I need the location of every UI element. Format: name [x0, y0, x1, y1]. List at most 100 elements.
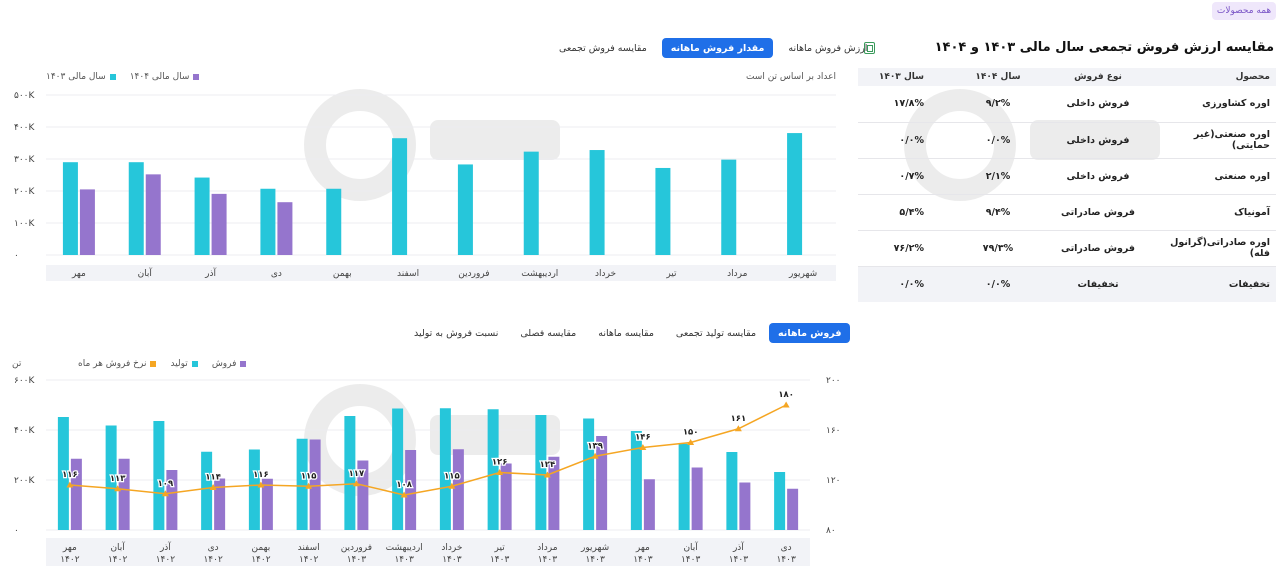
table-row: اوره کشاورزی فروش داخلی ۹/۲% ۱۷/۸% [858, 86, 1276, 123]
top-chart-legend: سال مالی ۱۴۰۴ سال مالی ۱۴۰۳ [46, 72, 200, 82]
x-axis-band [46, 265, 836, 281]
x-tick-label: شهریور [580, 543, 609, 553]
tab-sales-to-production[interactable]: نسبت فروش به تولید [414, 327, 499, 339]
left-y-tick-label: ۶۰۰K [14, 376, 36, 386]
all-products-button[interactable]: همه محصولات [1212, 2, 1276, 20]
bar-fy1404 [211, 193, 227, 255]
x-tick-label: فروردین [341, 543, 372, 553]
cell-year-1403: ۰/۰% [858, 122, 958, 159]
cell-product: اوره صنعتی(غیر حمایتی) [1158, 122, 1276, 159]
cell-product: آمونیاک [1158, 194, 1276, 231]
x-tick-label: اسفند [397, 269, 419, 279]
rate-data-label: ۱۱۵ [301, 471, 317, 481]
x-tick-label: اردیبهشت [521, 269, 558, 279]
rate-data-label: ۱۲۶ [492, 458, 508, 468]
cell-year-1404: ۰/۰% [958, 266, 1038, 302]
bar-production [296, 438, 308, 530]
table-row-discounts: تخفیفات تخفیفات ۰/۰% ۰/۰% [858, 266, 1276, 302]
unit-note: اعداد بر اساس تن است [745, 72, 836, 82]
rate-point [782, 401, 790, 408]
tab-cumulative-sales[interactable]: مقایسه فروش تجمعی [559, 42, 647, 54]
cell-year-1403: ۵/۴% [858, 194, 958, 231]
bar-production [153, 421, 165, 530]
x-tick-label: مهر [635, 543, 650, 553]
cell-year-1404: ۰/۰% [958, 122, 1038, 159]
left-y-tick-label: ۲۰۰K [14, 476, 36, 486]
x-tick-label: اسفند [298, 543, 320, 553]
x-tick-label: دی [271, 269, 282, 279]
bar-production [201, 451, 213, 530]
bar-sales [739, 482, 751, 530]
sales-comparison-table: محصول نوع فروش سال ۱۴۰۴ سال ۱۴۰۳ اوره کش… [858, 68, 1276, 302]
bar-sales [357, 460, 369, 530]
legend-item[interactable]: سال مالی ۱۴۰۳ [46, 72, 116, 82]
bar-sales [118, 458, 130, 530]
tab-monthly-sales-value[interactable]: ارزش فروش ماهانه [788, 42, 868, 54]
rate-point [114, 485, 122, 492]
rate-point [305, 482, 313, 489]
top-bar-chart: ۰ ۱۰۰K ۲۰۰K ۳۰۰K ۴۰۰K ۵۰۰K مهر آبان آذر دی بهمن اسف… [14, 91, 836, 281]
bar-production [583, 418, 595, 530]
x-tick-label: آبان [110, 541, 125, 553]
rate-data-label: ۱۸۰ [778, 390, 794, 400]
x-tick-year-label: ۱۴۰۲ [251, 555, 271, 565]
tab-monthly-sales-quantity[interactable]: مقدار فروش ماهانه [661, 38, 774, 58]
bar-fy1403 [787, 133, 803, 255]
y-tick-label: ۲۰۰K [14, 187, 36, 197]
tab-cumulative-production[interactable]: مقایسه تولید تجمعی [675, 327, 757, 339]
legend-label: سال مالی ۱۴۰۴ [129, 72, 190, 82]
x-tick-label: بهمن [252, 543, 271, 553]
x-tick-year-label: ۱۴۰۲ [203, 555, 223, 565]
x-tick-year-label: ۱۴۰۳ [442, 555, 462, 565]
table-row: آمونیاک فروش صادراتی ۹/۴% ۵/۴% [858, 194, 1276, 231]
x-tick-year-label: ۱۴۰۳ [394, 555, 414, 565]
legend-swatch [191, 361, 198, 367]
x-axis-band [46, 538, 810, 566]
cell-sale-type: فروش داخلی [1038, 86, 1158, 123]
rate-point [639, 444, 647, 450]
bar-fy1403 [128, 162, 144, 255]
legend-label: فروش [211, 359, 237, 369]
bottom-chart-legend: فروش تولید نرخ فروش هر ماه [78, 359, 247, 369]
x-tick-year-label: ۱۴۰۲ [156, 555, 176, 565]
x-tick-year-label: ۱۴۰۲ [299, 555, 319, 565]
tab-seasonal-comparison[interactable]: مقایسه فصلی [520, 327, 577, 339]
x-tick-label: آذر [159, 541, 171, 553]
bar-sales [500, 463, 512, 530]
x-tick-label: دی [208, 543, 219, 553]
tab-monthly-comparison[interactable]: مقایسه ماهانه [598, 327, 654, 339]
table-row: اوره صادراتی(گرانول فله) فروش صادراتی ۷۹… [858, 230, 1276, 267]
rate-point [66, 481, 74, 488]
x-tick-year-label: ۱۴۰۳ [729, 555, 749, 565]
rate-point [543, 471, 551, 478]
rate-data-label: ۱۱۷ [349, 469, 365, 479]
bar-production [344, 416, 356, 530]
rate-point [209, 484, 217, 490]
bar-fy1403 [721, 159, 737, 255]
bar-fy1404 [277, 202, 293, 255]
rate-data-label: ۱۱۶ [253, 470, 269, 480]
x-tick-label: آبان [683, 541, 698, 553]
x-tick-year-label: ۱۴۰۲ [108, 555, 128, 565]
rate-data-label: ۱۰۸ [396, 480, 412, 490]
bar-sales [691, 467, 703, 530]
bar-fy1403 [523, 151, 539, 255]
legend-item[interactable]: سال مالی ۱۴۰۴ [130, 72, 200, 82]
x-tick-label: تیر [494, 543, 506, 553]
x-tick-label: بهمن [333, 269, 352, 279]
cell-year-1404: ۹/۴% [958, 194, 1038, 231]
x-tick-label: آذر [732, 541, 744, 553]
x-tick-label: تیر [665, 269, 677, 279]
rate-data-label: ۱۱۳ [110, 474, 126, 484]
legend-label: سال مالی ۱۴۰۳ [46, 72, 106, 82]
rate-point [352, 480, 360, 487]
legend-item[interactable]: نرخ فروش هر ماه [78, 359, 157, 369]
legend-item[interactable]: فروش [212, 359, 247, 369]
legend-item[interactable]: تولید [170, 359, 198, 369]
bar-fy1403 [62, 162, 78, 255]
excel-export-icon[interactable] [864, 42, 875, 54]
bar-fy1403 [457, 164, 473, 255]
rate-data-label: ۱۳۹ [587, 441, 603, 451]
tab-monthly-sales[interactable]: فروش ماهانه [769, 323, 851, 343]
bar-sales [261, 478, 273, 530]
